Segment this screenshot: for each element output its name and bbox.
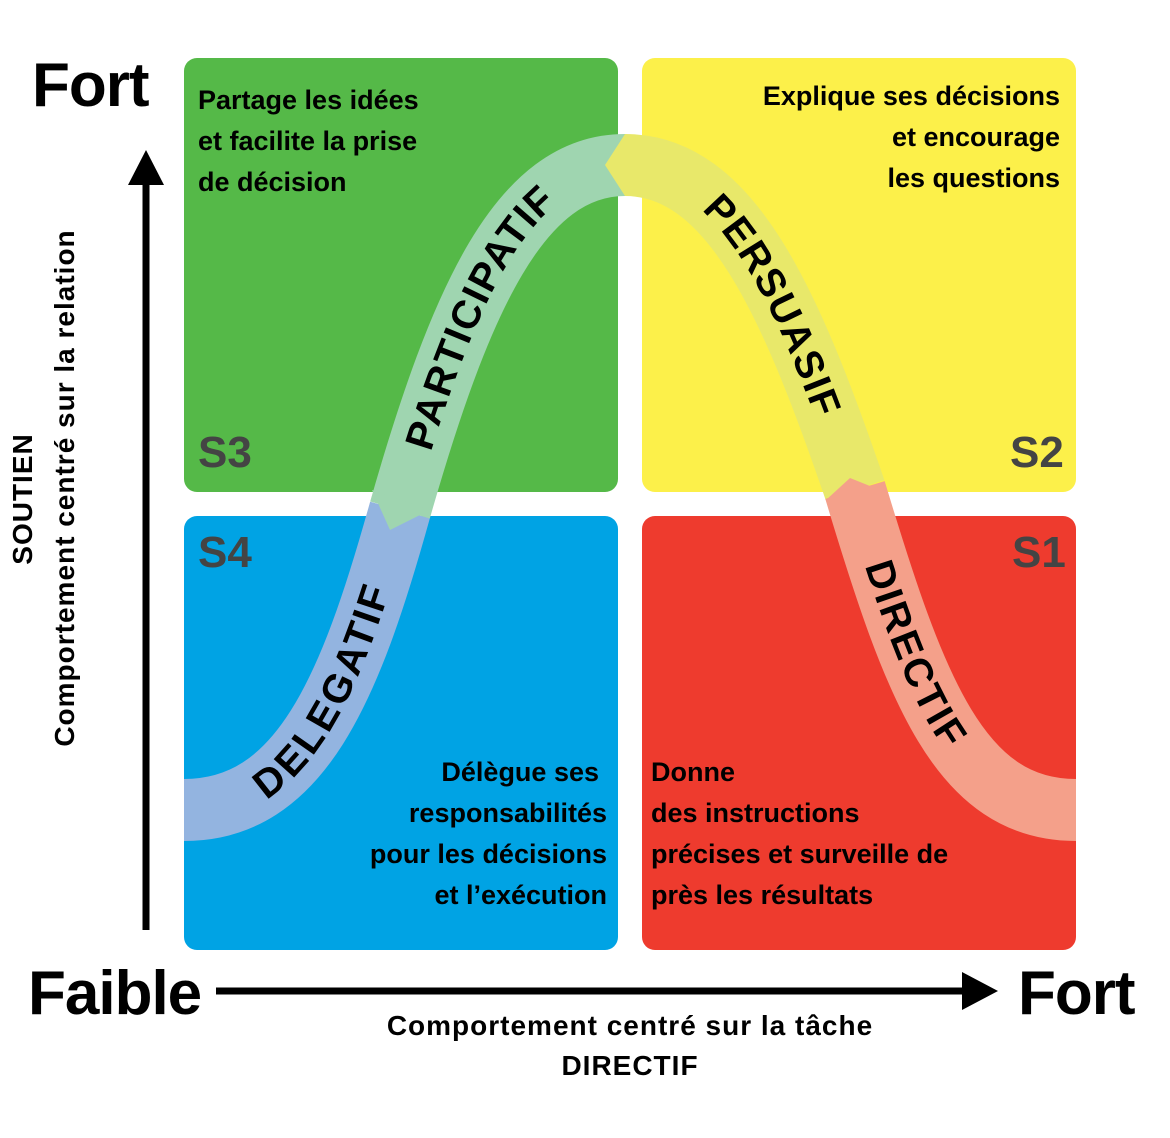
s1-description: Donne des instructions précises et surve… <box>651 752 948 916</box>
s3-description: Partage les idées et facilite la prise d… <box>198 80 419 203</box>
s3-line: de décision <box>198 167 347 197</box>
x-axis-low-label: Faible <box>28 959 202 1028</box>
s2-description: Explique ses décisions et encourage les … <box>763 76 1060 199</box>
s1-line: Donne <box>651 757 735 787</box>
arrowhead-to-persuasif <box>826 478 885 500</box>
s2-line: Explique ses décisions <box>762 81 1060 111</box>
s4-line: pour les décisions <box>369 839 607 869</box>
arrowhead-to-delegatif <box>372 490 430 530</box>
y-axis-titles: Comportement centré sur la relation <box>45 188 85 788</box>
x-axis-arrowhead-icon <box>962 972 998 1010</box>
s1-line: précises et surveille de <box>651 839 949 869</box>
quadrant-s2 <box>642 58 1076 492</box>
s4-label: S4 <box>198 528 252 577</box>
s1-line: près les résultats <box>651 880 874 910</box>
s3-line: Partage les idées <box>198 85 419 115</box>
s1-line: des instructions <box>651 798 860 828</box>
s3-label: S3 <box>198 428 252 477</box>
y-axis-subtitle: Comportement centré sur la relation <box>49 229 80 747</box>
x-axis-titles: Comportement centré sur la tâche DIRECTI… <box>330 1006 930 1086</box>
x-axis-title: DIRECTIF <box>561 1050 699 1081</box>
y-axis-arrowhead-icon <box>128 150 164 185</box>
y-axis-high-label: Fort <box>32 51 150 120</box>
arrowhead-to-participatif <box>605 134 625 196</box>
s4-line: responsabilités <box>408 798 607 828</box>
y-axis-title-box: SOUTIEN <box>3 199 43 799</box>
x-axis-subtitle: Comportement centré sur la tâche <box>386 1010 874 1041</box>
quadrant-s4 <box>184 516 618 950</box>
s4-description: Délègue ses responsabilités pour les déc… <box>370 752 607 916</box>
s1-label: S1 <box>1012 528 1066 577</box>
quadrant-s1 <box>642 516 1076 950</box>
s4-line: Délègue ses <box>441 757 599 787</box>
s4-line: et l’exécution <box>434 880 607 910</box>
s2-line: et encourage <box>891 122 1060 152</box>
s2-line: les questions <box>887 163 1060 193</box>
s3-line: et facilite la prise <box>198 126 418 156</box>
x-axis-high-label: Fort <box>1018 959 1136 1028</box>
y-axis-title: SOUTIEN <box>7 433 38 565</box>
s2-label: S2 <box>1010 428 1064 477</box>
quadrant-s3 <box>184 58 618 492</box>
